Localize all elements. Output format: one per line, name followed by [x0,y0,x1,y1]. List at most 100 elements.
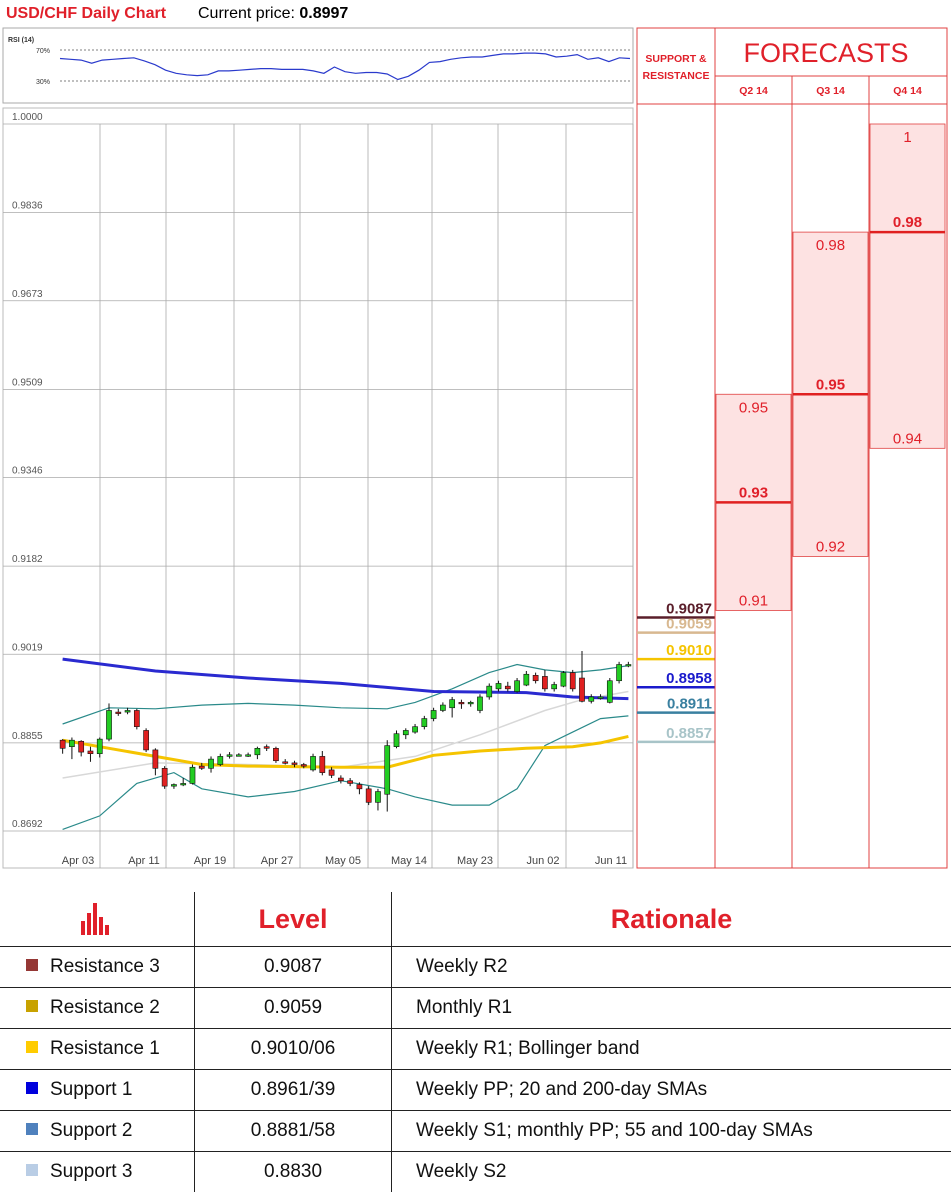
candle [116,709,121,716]
sr-level: 0.8958 [637,670,715,687]
logo-cell [0,892,195,947]
candle [338,775,343,783]
candle [60,739,65,754]
forecast-mid: 0.95 [816,376,845,393]
candle [394,730,399,748]
x-tick-label: Apr 19 [194,855,226,867]
price-value: 0.8997 [299,5,348,22]
forecast-title: FORECASTS [743,38,908,68]
row-level: 0.8881/58 [195,1111,392,1152]
forecast-column-name: Q2 14 [739,85,768,97]
candle [69,737,74,759]
forecast-high: 0.98 [816,237,845,254]
row-name-label: Resistance 2 [50,997,160,1018]
candle [515,678,520,693]
bar-chart-logo-icon [79,901,115,937]
candle [440,702,445,712]
row-name: Resistance 1 [0,1029,195,1070]
y-tick-label: 0.9509 [12,377,43,388]
forecast-mid: 0.93 [739,484,768,501]
candle [477,694,482,713]
candle [236,753,241,756]
candle [79,740,84,756]
candle [505,682,510,692]
candle [283,759,288,764]
candle [348,778,353,786]
color-swatch [26,1164,38,1176]
candle [273,747,278,763]
row-level: 0.8961/39 [195,1070,392,1111]
y-tick-label: 1.0000 [12,112,43,123]
candle [320,751,325,775]
color-swatch [26,1123,38,1135]
sr-level-label: 0.9010 [666,642,712,659]
forecast-column-name: Q3 14 [816,85,845,97]
x-tick-label: May 14 [391,855,427,867]
y-tick-label: 0.8855 [12,731,43,742]
sr-level-label: 0.8857 [666,725,712,742]
row-name: Resistance 2 [0,988,195,1029]
y-axis: 1.00000.98360.96730.95090.93460.91820.90… [12,112,43,830]
candle [607,678,612,703]
forecast-panel: FORECASTS Q2 14 0.95 0.93 0.91 Q3 14 0.98 0.95… [715,28,947,868]
candle [524,671,529,686]
candle [533,673,538,684]
candle [329,767,334,778]
candle [552,682,557,692]
row-name-label: Resistance 1 [50,1038,160,1059]
row-name-label: Support 1 [50,1079,132,1100]
price-label: Current price: [198,5,295,22]
candle [385,740,390,811]
row-rationale: Weekly R2 [392,947,951,988]
candle [255,747,260,759]
candle [88,747,93,762]
candle [264,745,269,751]
rsi-tick-70: 70% [36,48,50,55]
forecast-column: Q3 140.980.950.92 [793,85,868,556]
candle [134,709,139,730]
candle [617,662,622,684]
forecast-column: Q2 14 0.95 0.93 0.91 [716,85,791,610]
candle [171,783,176,788]
candle [106,703,111,741]
row-name-label: Resistance 3 [50,956,160,977]
x-tick-label: Jun 02 [526,855,559,867]
candle [190,765,195,785]
sr-header-1: SUPPORT & [645,53,707,65]
rsi-panel: RSI (14) 70% 30% [3,28,633,103]
row-name: Support 3 [0,1152,195,1192]
candle [496,681,501,692]
color-swatch [26,1082,38,1094]
forecast-column-name: Q4 14 [893,85,922,97]
candle [413,724,418,734]
candle [561,671,566,687]
row-name-label: Support 2 [50,1120,132,1141]
candle [144,728,149,752]
candle [487,683,492,699]
x-tick-label: Jun 11 [595,855,627,867]
y-tick-label: 0.9673 [12,289,43,300]
forecast-high: 0.95 [739,399,768,416]
y-tick-label: 0.8692 [12,819,43,830]
forecast-low: 0.91 [739,592,768,609]
candle [366,786,371,805]
sr-level: 0.8911 [637,696,715,713]
candle [422,716,427,730]
forecast-mid: 0.98 [893,214,922,231]
row-name: Support 2 [0,1111,195,1152]
candle [403,728,408,739]
row-rationale: Weekly S1; monthly PP; 55 and 100-day SM… [392,1111,951,1152]
candles [60,651,631,812]
support-resistance-panel: SUPPORT & RESISTANCE 0.90870.90590.90100… [637,28,715,868]
y-tick-label: 0.9019 [12,642,43,653]
candle [153,748,158,775]
x-tick-label: Apr 27 [261,855,293,867]
x-tick-label: May 23 [457,855,493,867]
y-tick-label: 0.9836 [12,201,43,212]
